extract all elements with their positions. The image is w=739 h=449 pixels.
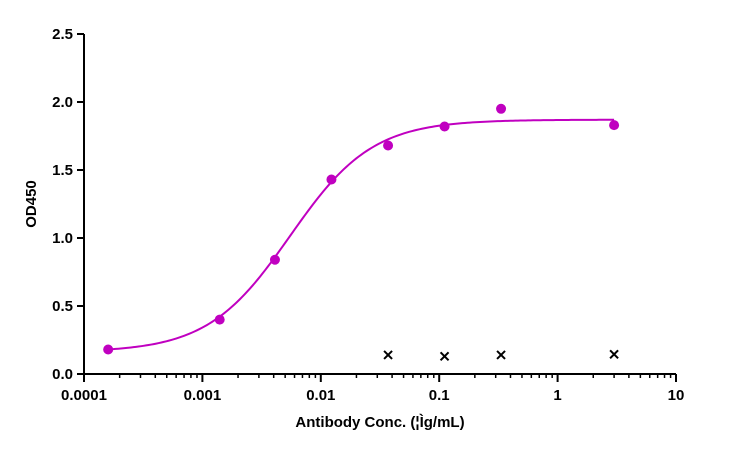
y-axis-title: OD450 [23,180,40,228]
data-point [439,121,450,132]
x-tick-label: 0.1 [429,387,450,404]
x-tick-label: 0.01 [306,387,335,404]
y-tick-label: 0.5 [52,298,73,315]
data-point [496,350,506,360]
fit-curve-0 [108,118,615,351]
data-point [383,140,394,151]
x-axis-title: Antibody Conc. (¦Ìg/mL) [295,414,464,431]
x-tick-label: 0.001 [184,387,222,404]
x-tick-label: 10 [668,387,685,404]
data-point [609,349,619,359]
axes [83,34,676,375]
data-point [383,350,393,360]
y-tick-label: 0.0 [52,366,73,383]
data-point [103,344,114,355]
fit-curves [108,118,615,351]
data-point [496,103,507,114]
x-tick-label: 0.0001 [61,387,107,404]
data-points [103,103,620,362]
y-tick-label: 1.5 [52,162,73,179]
data-point [269,254,280,265]
data-point [609,120,620,131]
x-tick-label: 1 [553,387,561,404]
y-ticks: 0.0 0.5 1.0 1.5 2.0 2.5 [52,26,84,383]
data-point [439,351,450,362]
y-tick-label: 2.0 [52,94,73,111]
data-point [214,314,225,325]
y-tick-label: 1.0 [52,230,73,247]
y-tick-label: 2.5 [52,26,73,43]
x-ticks: 0.0001 0.001 0.01 0.1 1 10 [61,374,684,404]
data-point [326,174,337,185]
